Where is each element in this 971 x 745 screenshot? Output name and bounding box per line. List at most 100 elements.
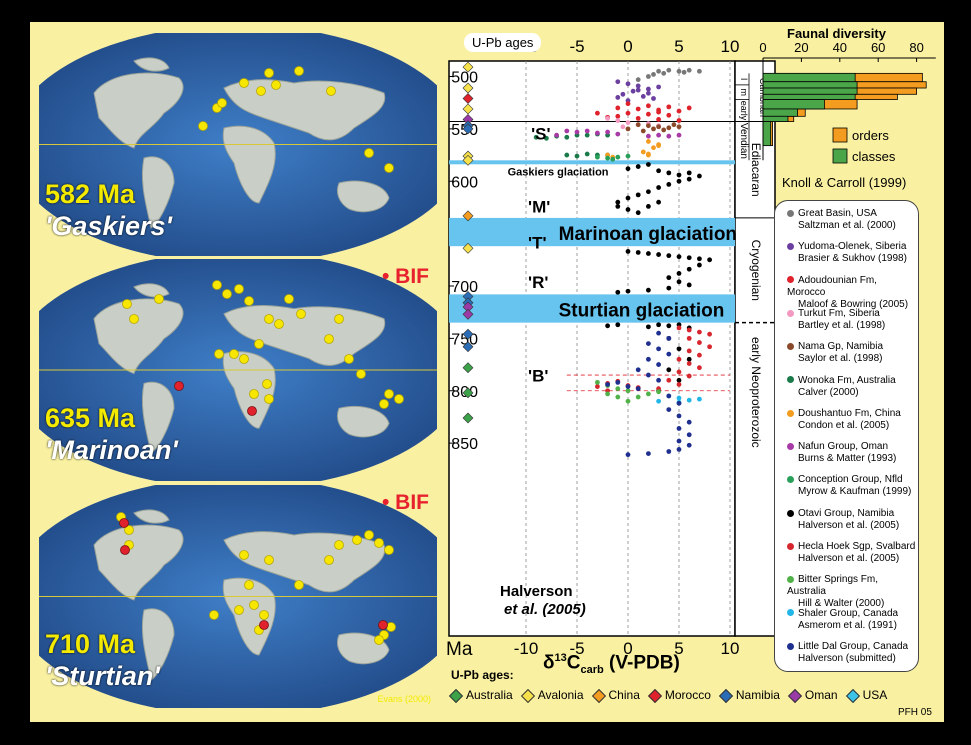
data-point <box>640 94 646 99</box>
continent <box>93 298 184 375</box>
paleo-locality <box>239 550 249 560</box>
source-legend-ref: Asmerom et al. (1991) <box>798 619 897 631</box>
data-point <box>686 170 692 176</box>
paleo-locality <box>352 535 362 545</box>
data-point <box>676 254 682 260</box>
data-point <box>676 346 682 352</box>
paleo-locality <box>274 319 284 329</box>
period-label: Ediacaran <box>749 143 763 197</box>
paleo-locality <box>212 280 222 290</box>
data-point <box>697 68 702 74</box>
age-legend-label: Namibia <box>735 688 780 702</box>
data-point <box>625 101 631 107</box>
map-glaciation-name: 'Marinoan' <box>45 435 178 465</box>
source-legend-dot <box>787 442 794 450</box>
data-point <box>635 386 641 392</box>
legend-swatch <box>832 148 848 164</box>
map-credit: Evans (2000) <box>377 694 431 704</box>
data-point <box>615 394 621 400</box>
data-point <box>574 129 580 135</box>
age-legend-label: USA <box>862 688 888 702</box>
data-point <box>646 287 651 293</box>
data-point <box>544 135 549 141</box>
source-legend-name: Yudoma-Olenek, Siberia <box>798 241 907 253</box>
source-legend-name: Great Basin, USA <box>798 208 877 219</box>
source-legend-item: Shaler Group, Canada Asmerom et al. (1991… <box>787 608 898 632</box>
data-point <box>666 125 672 131</box>
age-marker-diamond <box>462 242 474 254</box>
diversity-tick-label: 40 <box>833 40 847 55</box>
paleo-locality <box>364 530 374 540</box>
source-legend-item: Nama Gp, Namibia Saylor et al. (1998) <box>787 341 883 365</box>
y-tick-label: 500 <box>451 70 478 87</box>
data-point <box>656 330 661 336</box>
paleo-locality <box>384 545 394 555</box>
data-point <box>574 153 580 159</box>
x-tick-label-bottom: 0 <box>623 639 632 658</box>
paleo-locality <box>198 121 208 131</box>
excursion-label: 'M' <box>528 198 550 217</box>
age-legend-diamond <box>520 688 535 703</box>
diversity-bar <box>762 72 856 83</box>
series-nafun-group-oman <box>554 128 682 139</box>
diversity-legend: orders classes <box>832 127 896 164</box>
data-point <box>666 181 672 187</box>
data-point <box>676 413 682 419</box>
data-point <box>651 145 656 151</box>
x-tick-label-bottom: 10 <box>721 639 740 658</box>
x-tick-label-top: -5 <box>569 37 584 56</box>
source-legend-dot <box>787 576 794 584</box>
source-legend-name: Conception Group, Nfld <box>798 474 903 486</box>
source-legend-dot <box>787 209 794 217</box>
data-point <box>686 255 692 261</box>
faunal-diversity-title: Faunal diversity <box>787 26 886 41</box>
data-point <box>605 391 610 397</box>
age-legend-item: Oman <box>787 688 838 703</box>
continent <box>223 531 386 593</box>
data-point <box>676 400 682 406</box>
continent <box>141 608 175 681</box>
data-point <box>625 126 631 132</box>
continent <box>222 577 276 656</box>
age-legend-label: Avalonia <box>537 688 584 702</box>
paleo-locality <box>222 289 232 299</box>
paleo-locality <box>214 349 224 359</box>
data-point <box>564 128 570 134</box>
data-point <box>605 116 610 121</box>
age-legend-item: Avalonia <box>520 688 584 703</box>
map-age-label: 582 Ma <box>45 179 136 209</box>
data-point <box>646 151 651 157</box>
map-age-label: 635 Ma <box>45 403 136 433</box>
world-map-graphic <box>39 485 437 708</box>
data-point <box>625 195 631 201</box>
data-point <box>656 362 661 367</box>
paleo-locality <box>384 163 394 173</box>
epoch-label: l <box>739 78 749 80</box>
data-point <box>656 398 661 404</box>
age-legend-item: USA <box>845 688 888 703</box>
data-point <box>686 373 692 379</box>
source-legend-dot <box>787 409 794 417</box>
series-bitter-springs-fm-australia <box>595 379 661 404</box>
data-point <box>646 356 651 362</box>
data-point <box>554 132 559 138</box>
source-legend-item: Adoudounian Fm, Morocco Maloof & Bowring … <box>787 275 918 311</box>
data-point <box>661 70 667 76</box>
data-point <box>595 130 600 136</box>
author-credit-line1: Halverson <box>500 583 573 600</box>
source-legend-dot <box>787 476 794 484</box>
data-point <box>661 127 667 133</box>
data-point <box>686 419 692 425</box>
data-point <box>584 151 590 157</box>
data-point <box>656 252 661 257</box>
diversity-bar <box>762 87 858 95</box>
data-point <box>615 118 621 123</box>
upb-ages-header: U-Pb ages <box>464 33 542 52</box>
age-legend-title: U-Pb ages: <box>451 668 514 682</box>
data-point <box>676 178 682 184</box>
paleo-locality <box>229 349 239 359</box>
paleo-locality <box>124 525 134 535</box>
data-point <box>615 154 621 160</box>
data-point <box>640 149 646 155</box>
data-point <box>646 74 651 79</box>
